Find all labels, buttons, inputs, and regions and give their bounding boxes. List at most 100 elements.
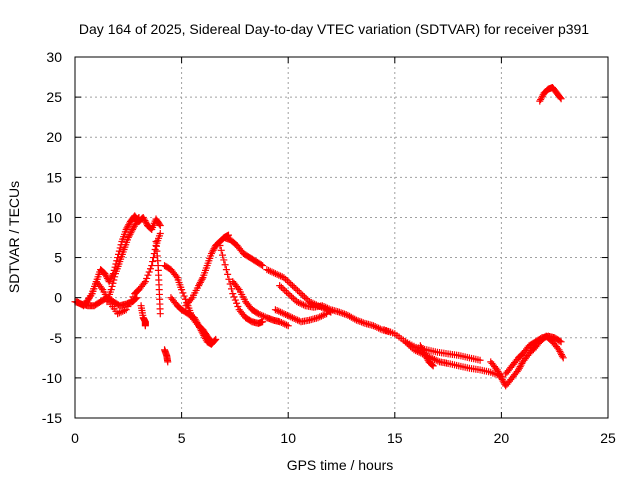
data-point [277, 319, 285, 327]
data-point [514, 366, 522, 374]
data-point [321, 311, 329, 319]
scatter-points [71, 83, 567, 390]
data-point [253, 309, 261, 317]
series-arc-13 [216, 242, 267, 327]
data-point [277, 272, 285, 280]
x-tick-label: 10 [280, 430, 296, 446]
data-point [258, 311, 266, 319]
data-point [265, 266, 273, 274]
data-point [288, 282, 296, 290]
data-point [227, 285, 235, 293]
data-point [297, 290, 305, 298]
data-point [556, 347, 564, 355]
data-point [178, 286, 186, 294]
data-point [555, 346, 563, 354]
data-point [322, 303, 330, 311]
data-point [263, 266, 271, 274]
data-point [373, 323, 381, 331]
data-point [290, 283, 298, 291]
data-point [120, 307, 128, 315]
data-point [323, 310, 331, 318]
data-point [536, 97, 544, 105]
data-point [300, 293, 308, 301]
data-point [141, 278, 149, 286]
data-point [275, 307, 283, 315]
data-point [375, 324, 383, 332]
data-point [284, 322, 292, 330]
data-point [222, 266, 230, 274]
data-point [557, 95, 565, 103]
data-point [281, 320, 289, 328]
data-point [284, 290, 292, 298]
series-arc-11 [182, 231, 233, 310]
data-point [318, 302, 326, 310]
data-point [127, 229, 135, 237]
y-axis-label: SDTVAR / TECUs [6, 181, 22, 293]
data-point [217, 246, 225, 254]
series-arc-10 [167, 294, 215, 346]
data-point [320, 302, 328, 310]
data-point [427, 360, 435, 368]
data-point [190, 314, 198, 322]
data-point [207, 338, 215, 346]
data-point [495, 369, 503, 377]
series-arc-9 [161, 262, 220, 348]
data-point [212, 335, 220, 343]
series-arc-24 [536, 83, 565, 105]
data-point [418, 345, 426, 353]
data-point [300, 301, 308, 309]
data-point [302, 294, 310, 302]
data-point [287, 313, 295, 321]
y-tick-label: 10 [46, 209, 62, 225]
data-point [172, 272, 180, 280]
y-tick-label: -5 [50, 330, 63, 346]
data-point [128, 227, 136, 235]
series-arc-12 [220, 234, 267, 270]
data-point [271, 270, 279, 278]
data-point [352, 316, 360, 324]
data-point [340, 310, 348, 318]
data-point [133, 287, 141, 295]
data-point [359, 319, 367, 327]
data-point [273, 270, 281, 278]
data-point [233, 299, 241, 307]
data-point [143, 274, 151, 282]
data-point [273, 307, 281, 315]
data-point [358, 318, 366, 326]
data-point [156, 221, 164, 229]
data-point [149, 258, 157, 266]
data-point [337, 309, 345, 317]
data-point [423, 355, 431, 363]
data-point [156, 310, 164, 318]
series-arc-23 [529, 332, 567, 362]
data-point [557, 338, 565, 346]
data-point [256, 311, 264, 319]
data-point [109, 279, 117, 287]
series-arc-5 [135, 213, 164, 233]
series-arc-16 [271, 306, 331, 326]
data-point [259, 312, 267, 320]
data-point [117, 308, 125, 316]
x-axis-label: GPS time / hours [287, 457, 394, 473]
data-point [369, 322, 377, 330]
data-point [107, 274, 115, 282]
data-point [282, 321, 290, 329]
data-point [497, 374, 505, 382]
data-point [356, 317, 364, 325]
data-point [196, 278, 204, 286]
series-arc-8 [161, 346, 172, 366]
data-point [277, 308, 285, 316]
data-point [354, 317, 362, 325]
grid-lines [75, 57, 608, 418]
data-point [556, 337, 564, 345]
data-point [285, 278, 293, 286]
data-point [307, 298, 315, 306]
data-point [376, 325, 384, 333]
data-point [517, 351, 525, 359]
data-point [287, 280, 295, 288]
data-point [339, 309, 347, 317]
data-point [515, 364, 523, 372]
data-point [306, 298, 314, 306]
data-point [282, 275, 290, 283]
data-point [419, 347, 427, 355]
